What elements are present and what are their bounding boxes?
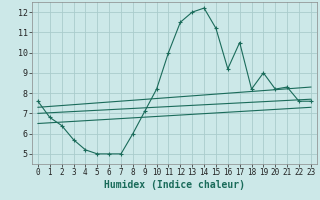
X-axis label: Humidex (Indice chaleur): Humidex (Indice chaleur): [104, 180, 245, 190]
